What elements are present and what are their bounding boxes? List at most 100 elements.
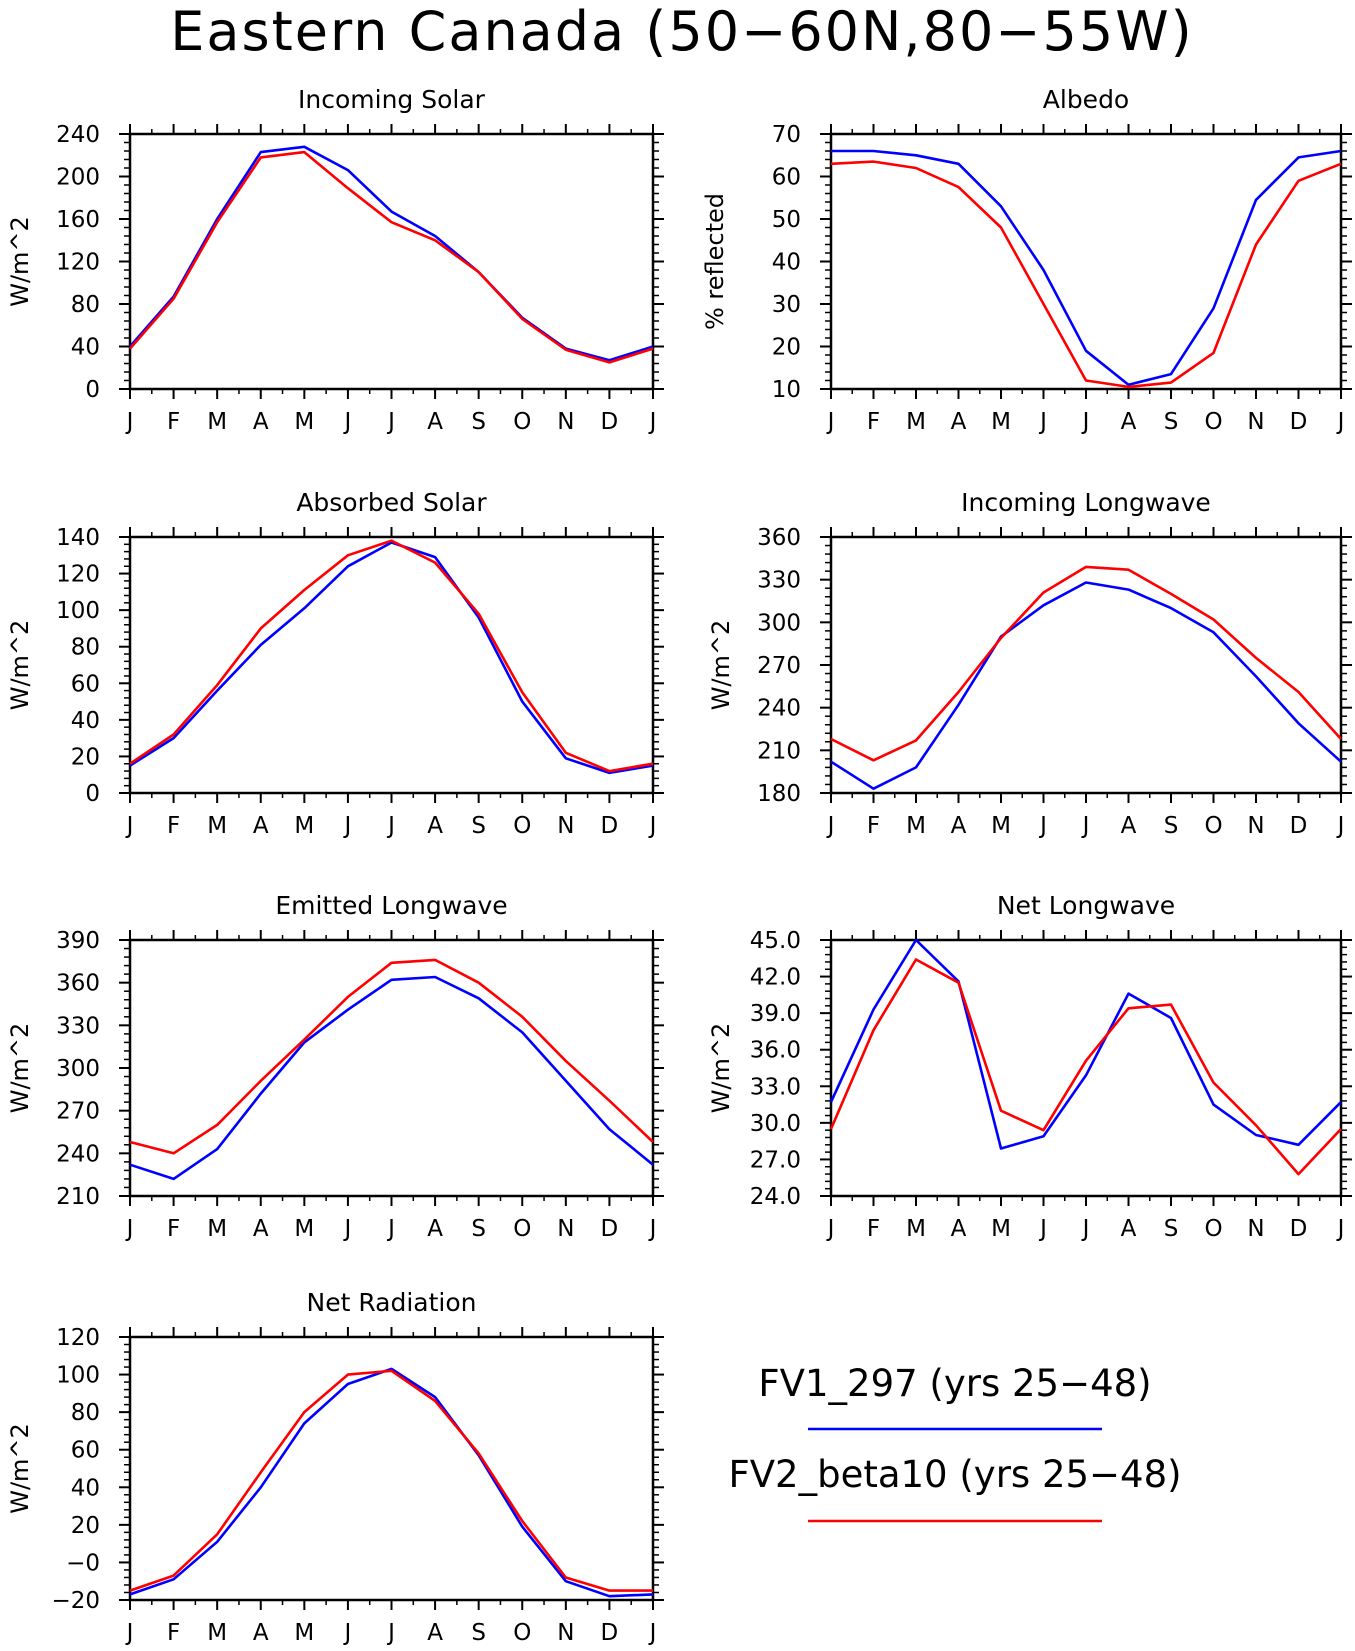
x-tick-label: A — [427, 409, 443, 435]
y-tick-label: 10 — [772, 377, 801, 403]
chart-absorbed-solar: J F M A M J J A S O N D J020406080100120140W/m^2Abso… — [6, 488, 664, 839]
x-tick-label: J — [1038, 1216, 1047, 1242]
y-tick-label: 240 — [757, 696, 801, 722]
x-tick-label: D — [1290, 409, 1308, 435]
x-tick-label: M — [906, 1216, 926, 1242]
panel-title: Albedo — [1043, 85, 1129, 114]
y-tick-label: 40 — [71, 708, 100, 734]
series-line-fv2-beta10 — [129, 1369, 653, 1592]
x-tick-label: S — [1164, 1216, 1179, 1242]
x-tick-label: M — [906, 409, 926, 435]
chart-incoming-solar: J F M A M J J A S O N D J04080120160200240W/m^2Incom… — [6, 85, 664, 435]
y-tick-label: 0 — [85, 377, 100, 403]
x-tick-label: M — [207, 409, 227, 435]
y-axis-label: W/m^2 — [6, 620, 34, 711]
x-tick-label: J — [125, 409, 134, 435]
x-tick-label: J — [343, 409, 352, 435]
y-tick-label: 210 — [757, 738, 801, 764]
y-tick-label: 80 — [71, 292, 100, 318]
x-tick-label: N — [1247, 409, 1264, 435]
plot-frame — [829, 938, 1343, 1198]
x-tick-label: O — [1204, 409, 1222, 435]
series-line-fv2-beta10 — [829, 958, 1342, 1176]
x-tick-label: S — [471, 1216, 486, 1242]
x-tick-label: M — [906, 813, 926, 839]
x-tick-label: A — [427, 1620, 443, 1646]
x-tick-label: F — [867, 409, 880, 435]
x-tick-label: J — [648, 1216, 657, 1242]
y-tick-label: 210 — [56, 1184, 100, 1210]
legend-label-fv1: FV1_297 (yrs 25−48) — [758, 1362, 1151, 1405]
x-tick-label: A — [253, 1216, 269, 1242]
x-tick-label: J — [826, 1216, 835, 1242]
y-tick-label: 0 — [85, 781, 100, 807]
y-tick-label: 30.0 — [750, 1111, 801, 1137]
x-tick-label: J — [1336, 409, 1345, 435]
x-tick-label: F — [167, 1216, 180, 1242]
y-tick-label: 80 — [71, 1400, 100, 1426]
page-title: Eastern Canada (50−60N,80−55W) — [170, 0, 1193, 63]
y-tick-label: 270 — [56, 1099, 100, 1125]
y-tick-label: 30 — [772, 292, 801, 318]
y-tick-label: 360 — [757, 525, 801, 551]
x-tick-label: M — [207, 1216, 227, 1242]
y-tick-label: 80 — [71, 635, 100, 661]
x-tick-label: J — [826, 813, 835, 839]
y-tick-label: 36.0 — [750, 1038, 801, 1064]
y-tick-label: 39.0 — [750, 1001, 801, 1027]
x-tick-label: J — [343, 813, 352, 839]
x-tick-label: N — [1247, 813, 1264, 839]
y-tick-label: 50 — [772, 207, 801, 233]
x-tick-label: D — [601, 1216, 619, 1242]
x-tick-label: F — [867, 1216, 880, 1242]
x-tick-label: A — [1121, 1216, 1137, 1242]
x-tick-label: J — [343, 1216, 352, 1242]
panel-title: Net Longwave — [997, 891, 1175, 920]
panel-title: Incoming Solar — [298, 85, 486, 114]
x-tick-label: D — [1290, 1216, 1308, 1242]
x-tick-label: N — [557, 409, 574, 435]
y-axis-label: W/m^2 — [6, 216, 34, 307]
chart-incoming-longwave: J F M A M J J A S O N D J180210240270300330360W/m^2I… — [707, 488, 1352, 839]
x-tick-label: J — [125, 813, 134, 839]
x-tick-label: J — [386, 1216, 395, 1242]
chart-panels: J F M A M J J A S O N D J04080120160200240W/m^2Incom… — [6, 85, 1352, 1646]
x-tick-label: O — [1204, 1216, 1222, 1242]
x-tick-label: J — [1038, 813, 1047, 839]
x-tick-label: J — [386, 1620, 395, 1646]
x-tick-label: A — [253, 409, 269, 435]
y-tick-label: 300 — [757, 610, 801, 636]
x-tick-label: J — [1336, 813, 1345, 839]
x-tick-label: D — [601, 409, 619, 435]
series-line-fv1-297 — [830, 581, 1342, 791]
y-axis-label: W/m^2 — [707, 620, 735, 711]
series-line-fv1-297 — [829, 938, 1342, 1150]
x-tick-label: M — [207, 1620, 227, 1646]
x-tick-label: M — [207, 813, 227, 839]
y-tick-label: 120 — [56, 1325, 100, 1351]
y-tick-label: 140 — [56, 525, 100, 551]
x-tick-label: A — [253, 813, 269, 839]
x-tick-label: S — [1164, 409, 1179, 435]
y-tick-label: 360 — [56, 971, 100, 997]
series-line-fv2-beta10 — [129, 958, 654, 1155]
y-tick-label: 42.0 — [750, 965, 801, 991]
chart-emitted-longwave: J F M A M J J A S O N D J210240270300330360390W/m^2E… — [6, 891, 664, 1242]
x-tick-label: M — [991, 409, 1011, 435]
x-tick-label: D — [601, 1620, 619, 1646]
x-tick-label: S — [471, 409, 486, 435]
series-line-fv2-beta10 — [830, 565, 1342, 762]
x-tick-label: A — [427, 1216, 443, 1242]
x-tick-label: A — [1121, 813, 1137, 839]
series-line-fv2-beta10 — [830, 160, 1342, 389]
x-tick-label: D — [1290, 813, 1308, 839]
y-tick-label: 160 — [56, 207, 100, 233]
y-tick-label: 20 — [71, 1513, 100, 1539]
y-tick-label: −20 — [51, 1588, 100, 1614]
y-tick-label: 20 — [71, 744, 100, 770]
series-line-fv1-297 — [129, 1367, 654, 1598]
x-tick-label: A — [1121, 409, 1137, 435]
chart-net-longwave: J F M A M J J A S O N D J24.027.030.033.036.039.042.… — [707, 891, 1352, 1242]
x-tick-label: J — [125, 1620, 134, 1646]
x-tick-label: O — [513, 1216, 531, 1242]
